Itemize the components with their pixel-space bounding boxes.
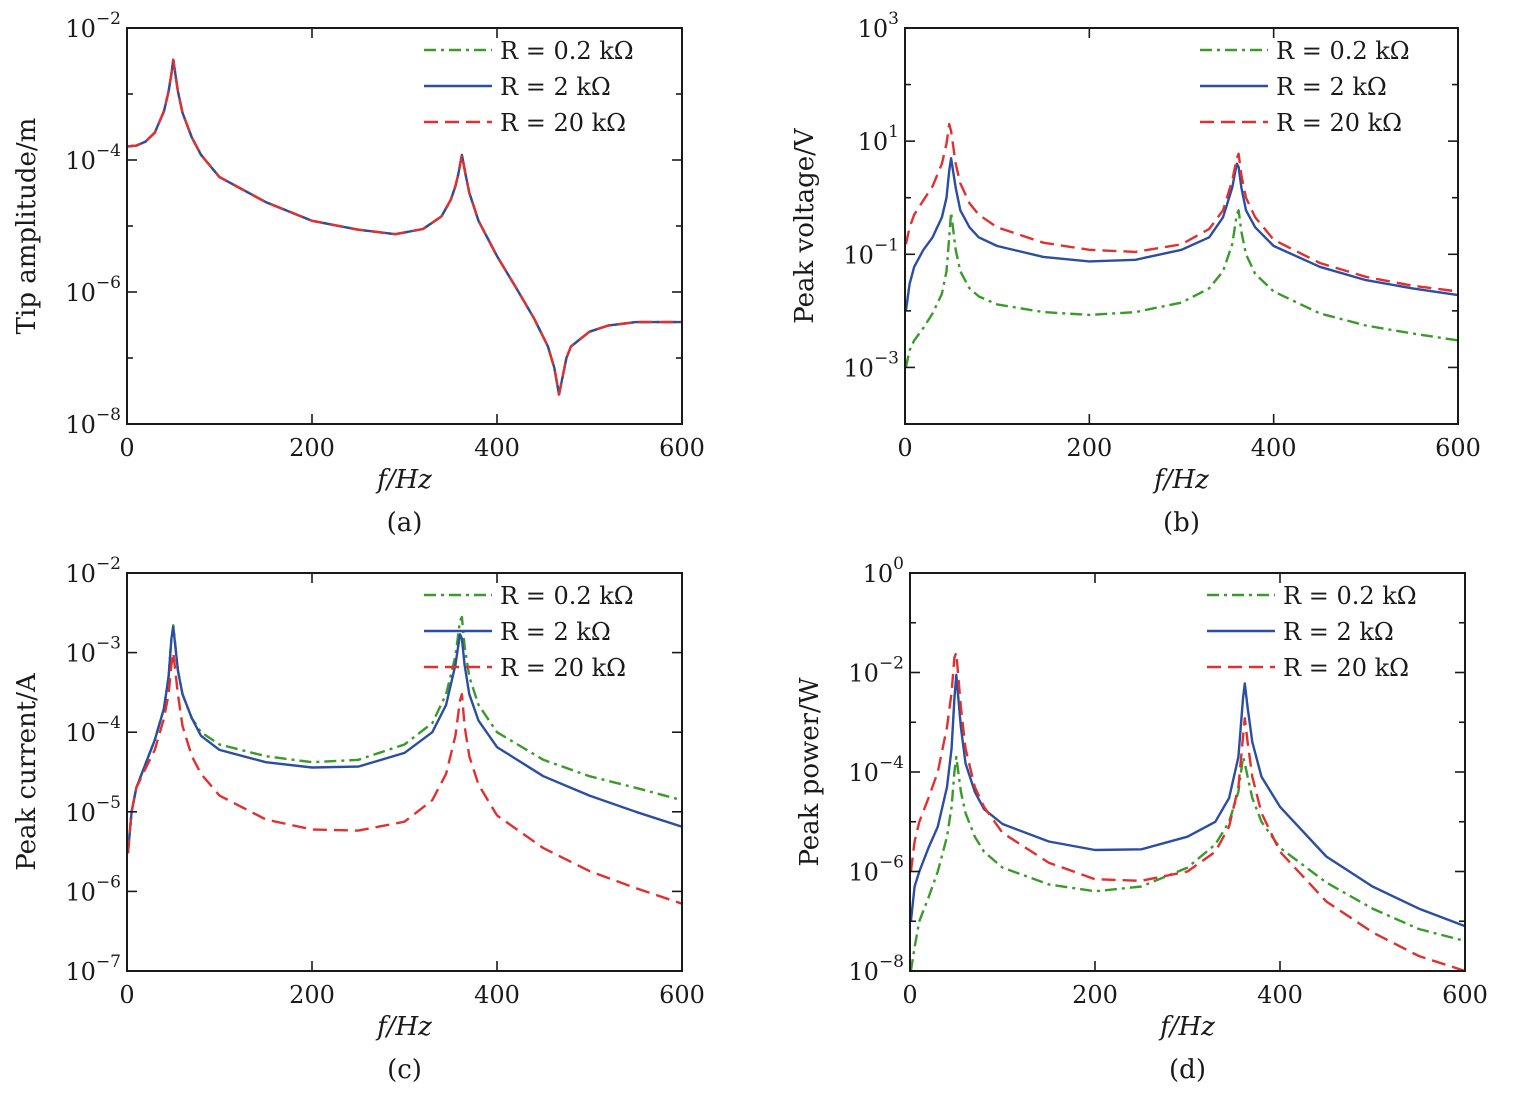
- chart-panel-b: 0 200 400 600 10−3 10−1 101 103 f/Hz Peak voltage…: [790, 9, 1481, 538]
- y-tick-label: 10−2: [848, 654, 904, 688]
- legend-label: R = 20 kΩ: [1283, 654, 1409, 682]
- series-line-r-20k: [905, 122, 1458, 293]
- x-axis-title: f/Hz: [375, 1012, 432, 1042]
- legend: R = 0.2 kΩ R = 2 kΩ R = 20 kΩ: [424, 582, 634, 682]
- y-tick-label: 10−4: [65, 713, 121, 747]
- panel-label: (b): [1163, 508, 1200, 538]
- panel-label: (a): [387, 508, 423, 538]
- x-tick-label: 600: [659, 434, 705, 462]
- series-line-r-20k: [127, 58, 682, 396]
- series-line-r-0-2k: [910, 755, 1465, 971]
- legend-label: R = 0.2 kΩ: [1276, 37, 1410, 65]
- y-tick-label: 103: [858, 9, 899, 43]
- legend-label: R = 2 kΩ: [500, 73, 611, 101]
- panel-label: (c): [387, 1055, 422, 1085]
- panel-label: (d): [1169, 1055, 1206, 1085]
- y-tick-label: 10−5: [65, 793, 121, 827]
- y-tick-label: 10−3: [65, 634, 121, 668]
- x-tick-label: 0: [119, 434, 134, 462]
- x-tick-label: 600: [1435, 434, 1481, 462]
- y-tick-label: 10−7: [65, 952, 121, 986]
- plot-frame: [904, 27, 1459, 425]
- y-axis-title: Peak current/A: [12, 672, 42, 871]
- x-tick-label: 0: [902, 981, 917, 1009]
- y-tick-label: 10−4: [65, 141, 121, 175]
- series-line-r-2k: [910, 673, 1465, 928]
- y-tick-label: 10−6: [65, 872, 121, 906]
- x-tick-label: 600: [1442, 981, 1488, 1009]
- y-tick-label: 100: [863, 554, 904, 588]
- legend: R = 0.2 kΩ R = 2 kΩ R = 20 kΩ: [1207, 582, 1417, 682]
- y-tick-label: 10−3: [843, 348, 899, 382]
- legend-label: R = 0.2 kΩ: [500, 582, 634, 610]
- x-tick-label: 200: [289, 434, 335, 462]
- series-line-r-2k: [905, 157, 1458, 312]
- series-line-r-20k: [127, 651, 682, 905]
- legend-label: R = 2 kΩ: [1283, 618, 1394, 646]
- y-tick-label: 10−4: [848, 753, 904, 787]
- series-line-r-2k: [127, 625, 682, 854]
- y-axis-title: Peak voltage/V: [790, 127, 820, 324]
- y-tick-label: 10−8: [848, 952, 904, 986]
- y-axis-title: Peak power/W: [795, 677, 825, 866]
- legend-label: R = 20 kΩ: [500, 654, 626, 682]
- x-tick-label: 600: [659, 981, 705, 1009]
- legend-label: R = 0.2 kΩ: [500, 37, 634, 65]
- x-tick-label: 200: [1066, 434, 1112, 462]
- x-tick-label: 0: [119, 981, 134, 1009]
- series-line-r-0-2k: [905, 209, 1458, 368]
- x-axis-title: f/Hz: [375, 465, 432, 495]
- legend-label: R = 2 kΩ: [500, 618, 611, 646]
- chart-panel-c: 0 200 400 600 10−7 10−6 10−5 10−4 10−3 10−2 f/Hz Pe…: [12, 554, 705, 1085]
- legend: R = 0.2 kΩ R = 2 kΩ R = 20 kΩ: [424, 37, 634, 137]
- y-tick-label: 10−6: [848, 853, 904, 887]
- x-tick-label: 0: [897, 434, 912, 462]
- x-axis-title: f/Hz: [1158, 1012, 1215, 1042]
- legend-label: R = 20 kΩ: [1276, 109, 1402, 137]
- x-tick-label: 400: [1257, 981, 1303, 1009]
- series-line-r-20k: [910, 651, 1465, 971]
- x-tick-label: 200: [289, 981, 335, 1009]
- x-tick-label: 400: [474, 434, 520, 462]
- y-tick-label: 10−1: [843, 235, 899, 269]
- y-tick-label: 10−8: [65, 405, 121, 439]
- x-tick-label: 400: [1251, 434, 1297, 462]
- y-tick-label: 101: [858, 122, 899, 156]
- chart-panel-d: 0 200 400 600 10−8 10−6 10−4 10−2 100 f/Hz Peak po…: [795, 554, 1488, 1085]
- chart-panel-a: 0 200 400 600 10−8 10−6 10−4 10−2 f/Hz Tip amplit…: [12, 9, 705, 538]
- x-tick-label: 400: [474, 981, 520, 1009]
- y-axis-title: Tip amplitude/m: [12, 118, 42, 335]
- x-tick-label: 200: [1072, 981, 1118, 1009]
- legend: R = 0.2 kΩ R = 2 kΩ R = 20 kΩ: [1200, 37, 1410, 137]
- series-line-r-0-2k: [127, 615, 682, 854]
- y-tick-label: 10−2: [65, 9, 121, 43]
- x-axis-title: f/Hz: [1152, 465, 1209, 495]
- legend-label: R = 20 kΩ: [500, 109, 626, 137]
- y-tick-label: 10−6: [65, 273, 121, 307]
- y-tick-label: 10−2: [65, 554, 121, 588]
- plot-frame: [126, 572, 683, 972]
- legend-label: R = 2 kΩ: [1276, 73, 1387, 101]
- legend-label: R = 0.2 kΩ: [1283, 582, 1417, 610]
